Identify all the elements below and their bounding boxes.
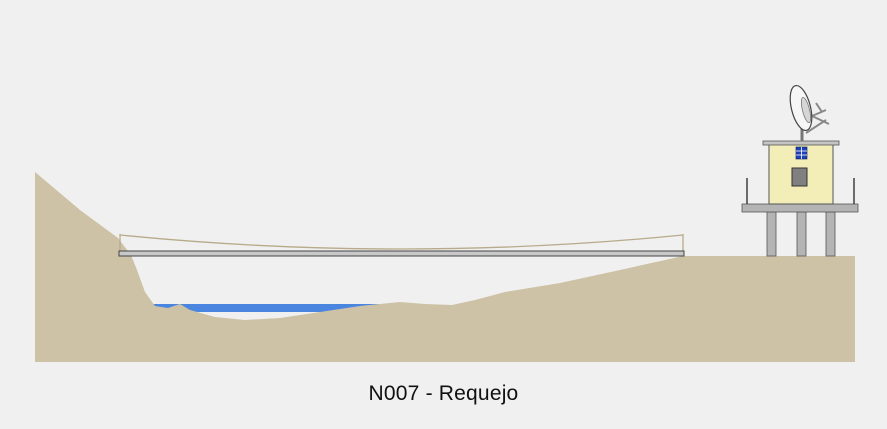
station-window	[795, 146, 808, 160]
terrain-profile	[35, 172, 855, 362]
gauging-station	[741, 84, 859, 257]
suspension-bridge	[118, 234, 685, 257]
bridge-cable	[119, 234, 684, 250]
bridge-deck	[118, 250, 685, 257]
station-roof	[762, 140, 840, 146]
river-water	[150, 304, 380, 312]
station-stilt	[825, 211, 836, 257]
station-platform	[741, 203, 859, 213]
satellite-dish-icon	[789, 84, 830, 141]
station-name-caption: N007 - Requejo	[368, 382, 519, 405]
station-stilt	[766, 211, 777, 257]
station-door	[791, 167, 808, 187]
station-stilt	[796, 211, 807, 257]
